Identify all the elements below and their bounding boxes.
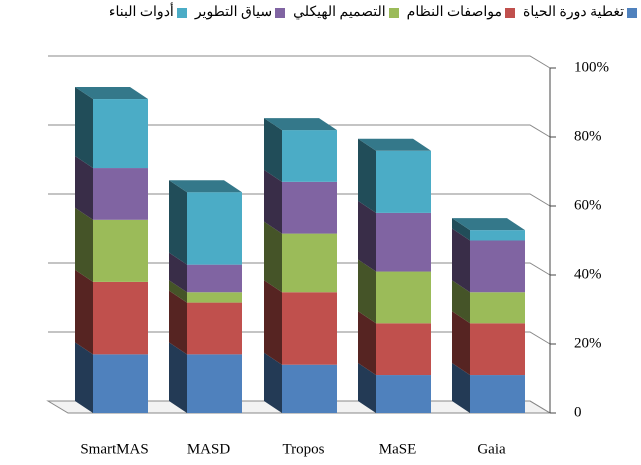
legend-swatch — [176, 7, 187, 18]
bar-top — [452, 218, 525, 231]
bar-side — [358, 363, 376, 413]
legend-label: مواصفات النظام — [406, 5, 503, 20]
y-tick-label: 60% — [574, 197, 602, 213]
bar-side — [264, 118, 282, 182]
bar-side — [75, 156, 93, 220]
bar-segment — [282, 233, 337, 293]
bar-side — [75, 342, 93, 413]
bar-side — [264, 352, 282, 413]
bar-segment — [470, 292, 525, 324]
bar-segment — [93, 168, 148, 220]
y-tick-label: 20% — [574, 335, 602, 351]
bar-segment — [282, 130, 337, 182]
bar-side — [169, 252, 187, 293]
bar-side — [169, 280, 187, 303]
bar-segment — [376, 375, 431, 413]
legend-item: سياق التطوير — [194, 4, 286, 21]
bar-top — [264, 118, 337, 131]
legend-label: التصميم الهيكلي — [293, 5, 386, 20]
legend-item: تغطية دورة الحياة — [523, 4, 637, 21]
legend-swatch — [627, 7, 637, 18]
y-tick-label: 80% — [574, 128, 602, 144]
bar-side — [358, 138, 376, 213]
bar-segment — [376, 212, 431, 272]
legend-item: أدوات البناء — [109, 4, 187, 21]
bar-side — [452, 218, 470, 241]
bar-segment — [470, 230, 525, 241]
bar-side — [75, 87, 93, 169]
x-tick-label: SmartMAS — [80, 441, 148, 457]
x-tick-label: MaSE — [379, 441, 417, 457]
legend-swatch — [388, 7, 399, 18]
bar-segment — [376, 323, 431, 376]
bar-segment — [93, 281, 148, 355]
bar-segment — [187, 264, 242, 293]
bar-side — [75, 207, 93, 282]
legend-item: مواصفات النظام — [406, 4, 516, 21]
legend-label: تغطية دورة الحياة — [523, 5, 624, 20]
bar-side — [452, 280, 470, 324]
bar-segment — [187, 292, 242, 303]
y-tick-label: 0 — [574, 404, 582, 420]
x-tick-label: MASD — [187, 441, 231, 457]
bar-side — [452, 311, 470, 376]
grid-line — [48, 124, 551, 138]
bar-side — [358, 259, 376, 324]
legend-label: سياق التطوير — [194, 5, 273, 20]
grid-line — [48, 55, 551, 69]
bar-top — [169, 180, 242, 193]
bar-segment — [470, 375, 525, 413]
y-tick-label: 100% — [574, 59, 609, 75]
bar-top — [358, 138, 431, 151]
bar-segment — [282, 181, 337, 234]
x-tick-label: Tropos — [283, 441, 325, 457]
bar-segment — [93, 99, 148, 169]
bar-segment — [376, 271, 431, 324]
bar-side — [452, 363, 470, 413]
bar-side — [358, 311, 376, 376]
bar-side — [264, 280, 282, 365]
x-tick-label: Gaia — [477, 441, 506, 457]
bar-segment — [187, 302, 242, 355]
bar-segment — [187, 354, 242, 413]
y-tick-label: 40% — [574, 266, 602, 282]
bar-side — [169, 342, 187, 413]
legend-swatch — [505, 7, 516, 18]
legend: تغطية دورة الحياة مواصفات النظام التصميم ا… — [109, 4, 637, 21]
bar-segment — [93, 219, 148, 282]
bar-segment — [93, 354, 148, 413]
legend-label: أدوات البناء — [108, 5, 174, 20]
bar-side — [169, 290, 187, 355]
bar-side — [264, 221, 282, 293]
bar-side — [169, 180, 187, 265]
legend-swatch — [275, 7, 286, 18]
legend-item: التصميم الهيكلي — [293, 4, 399, 21]
bar-top — [75, 87, 148, 100]
bar-segment — [470, 323, 525, 376]
bar-side — [75, 269, 93, 355]
bar-side — [264, 169, 282, 234]
bar-segment — [470, 240, 525, 293]
bar-side — [452, 228, 470, 293]
bar-segment — [187, 192, 242, 265]
bar-segment — [376, 150, 431, 213]
bar-side — [358, 200, 376, 272]
bar-segment — [282, 364, 337, 413]
bar-segment — [282, 292, 337, 365]
